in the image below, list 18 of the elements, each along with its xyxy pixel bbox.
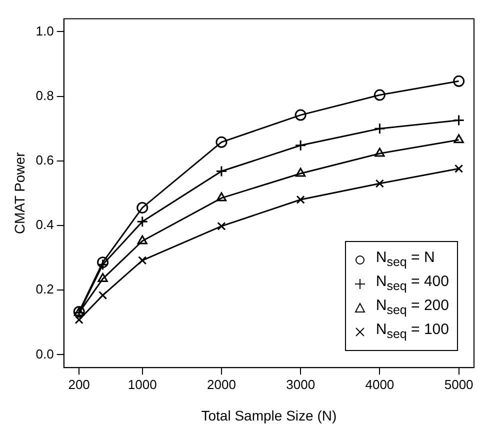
x-tick-label: 1000 [128,376,157,392]
y-tick-label: 0.4 [36,217,54,232]
legend-label: N$_{seq}$ = 100 [376,320,449,343]
x-tick-label: 2000 [207,376,236,392]
x-tick-label: 3000 [286,376,316,392]
y-axis-title: CMAT Power [11,152,28,234]
x-tick-label: 5000 [444,376,474,392]
y-tick-label: 0.8 [36,88,54,103]
y-tick-label: 0.0 [36,346,54,362]
legend-label: N$_{seq}$ = 400 [376,272,449,295]
x-axis-title: Total Sample Size (N) [201,407,337,424]
x-tick-label: 4000 [365,376,394,392]
y-tick-label: 0.2 [36,282,54,297]
y-tick-label: 1.0 [36,23,54,38]
legend-label: N$_{seq}$ = 200 [376,296,449,319]
legend-label: N$_{seq}$ = N [376,248,435,271]
x-tick-label: 200 [68,376,90,392]
y-tick-label: 0.6 [36,152,54,168]
